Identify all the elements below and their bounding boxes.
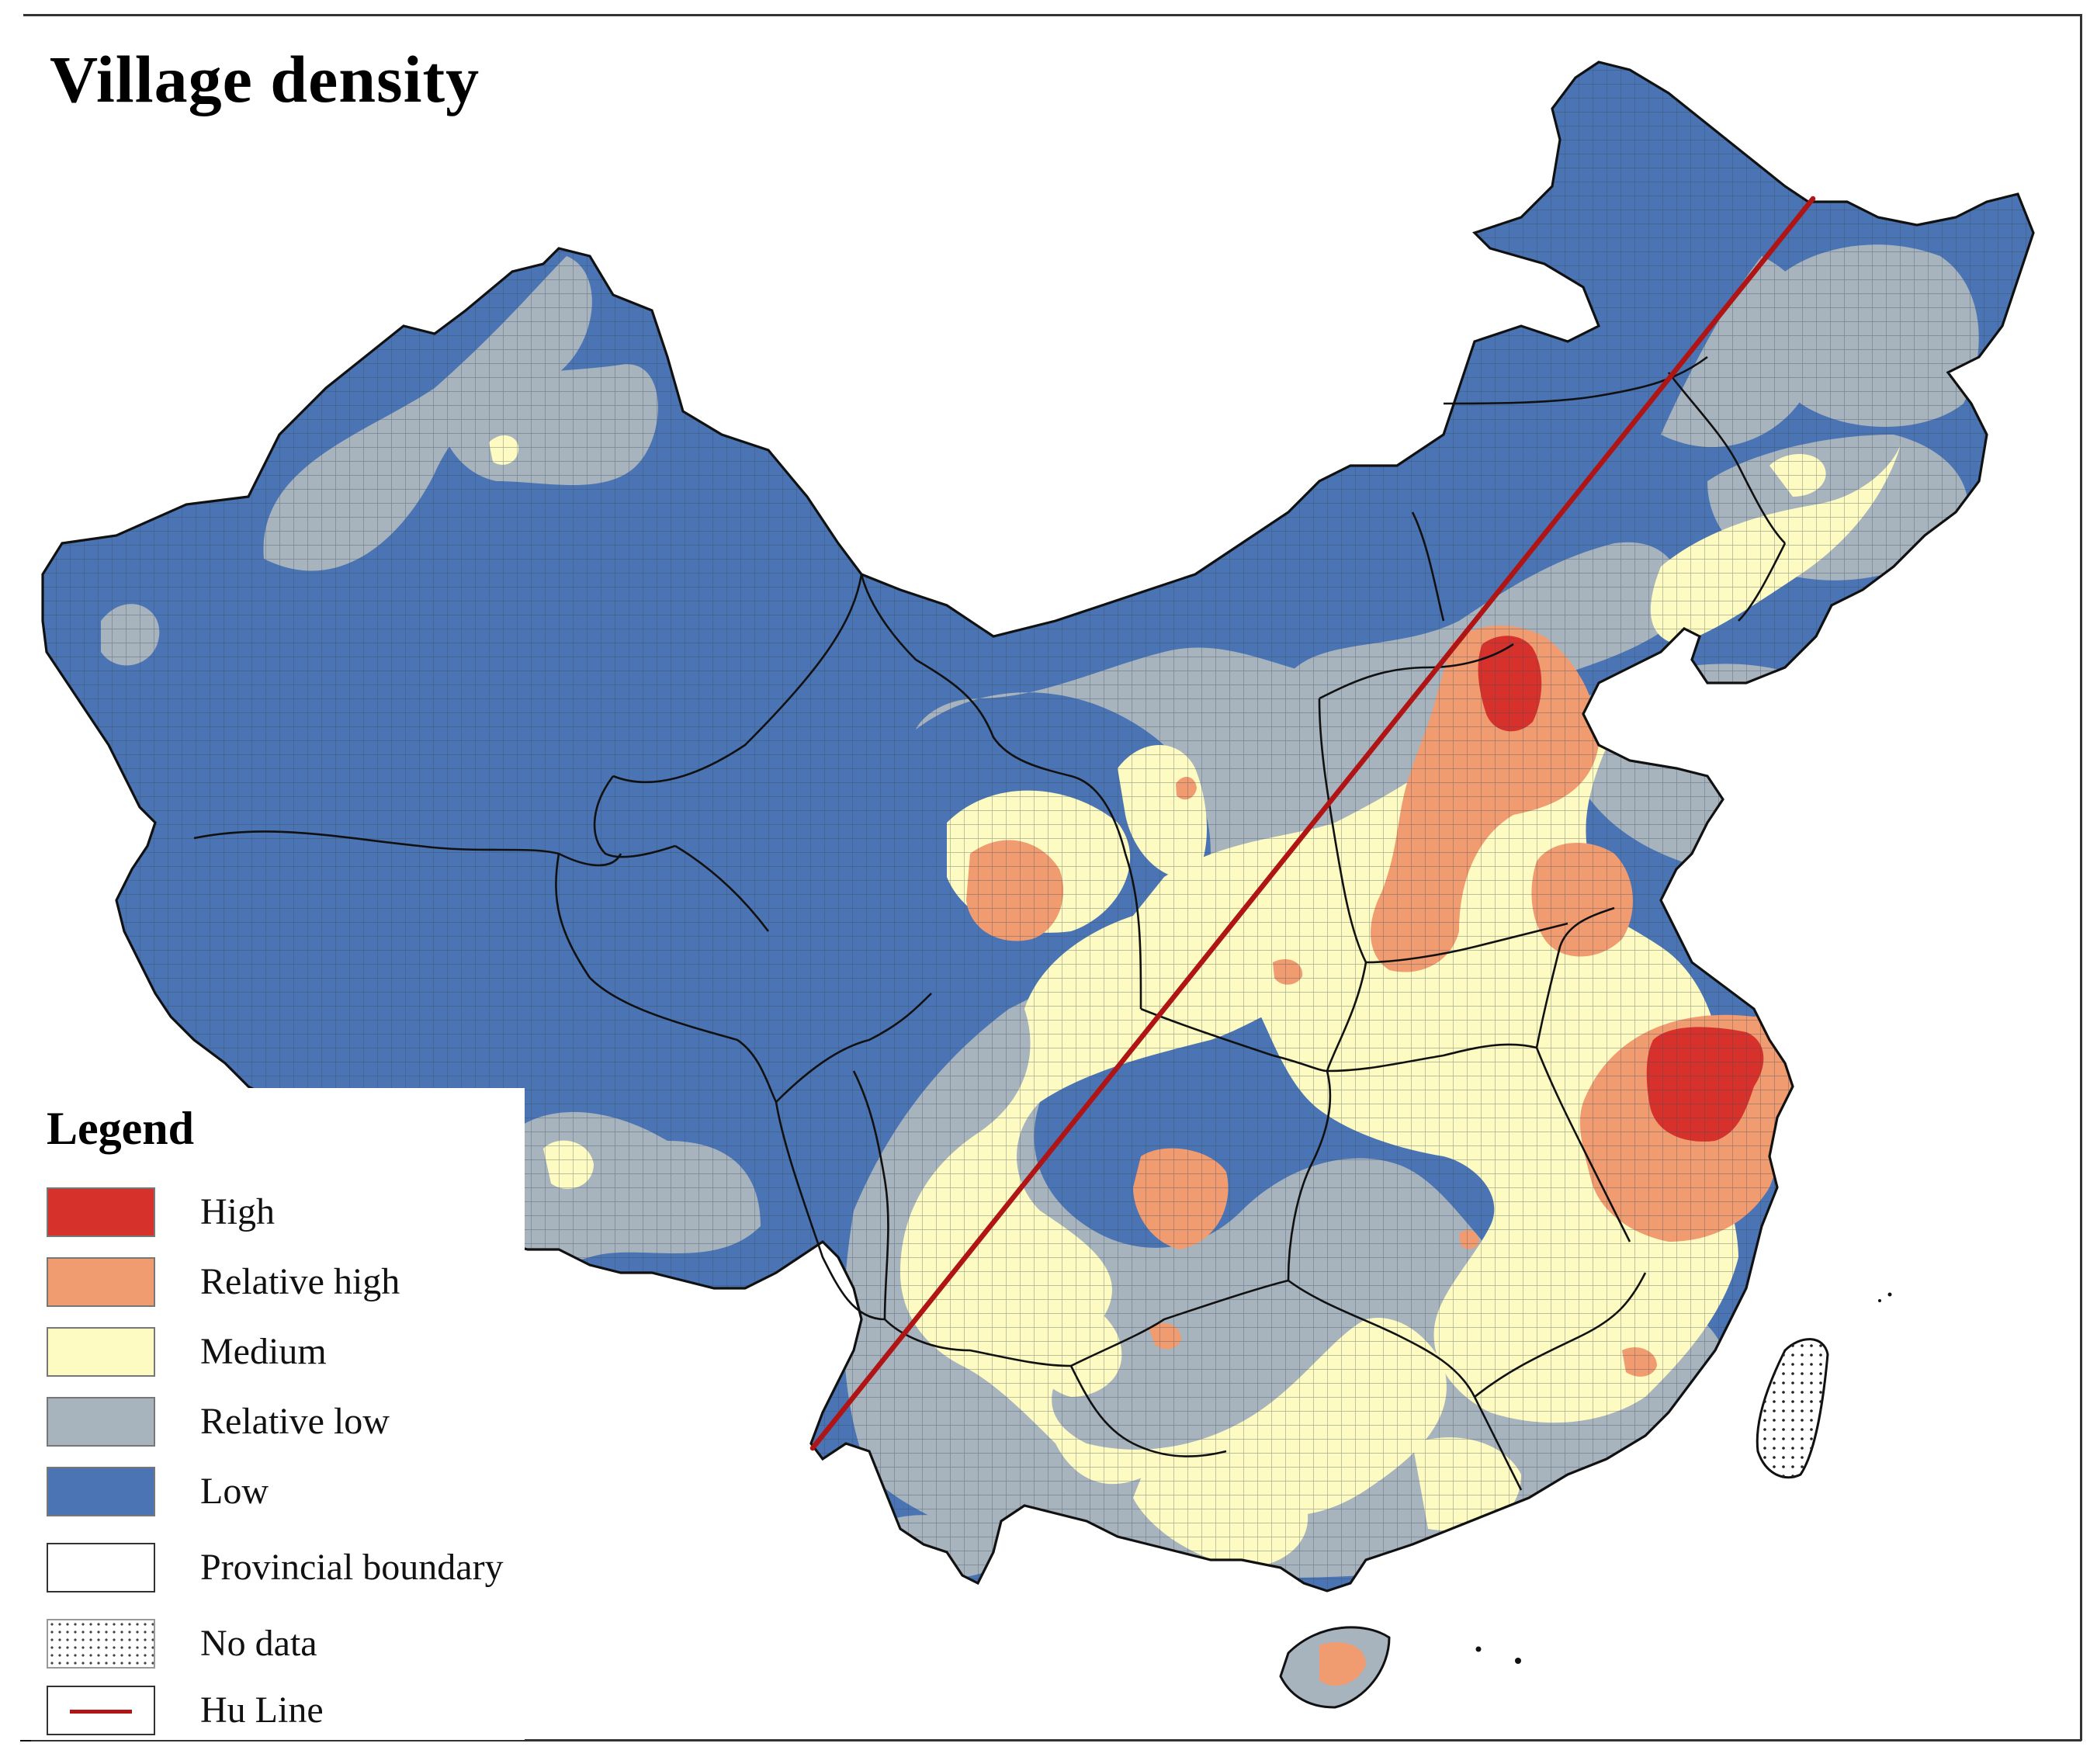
- legend-swatch-no-data: [47, 1619, 155, 1669]
- provincial-boundaries: [193, 355, 1787, 1491]
- legend-label-low: Low: [200, 1471, 269, 1512]
- legend-item-provincial-boundary: Provincial boundary: [47, 1543, 528, 1600]
- legend-swatch-medium: [47, 1327, 155, 1377]
- legend-item-low: Low: [47, 1467, 528, 1524]
- legend-label-high: High: [200, 1191, 275, 1232]
- legend-label-relative-low: Relative low: [200, 1401, 390, 1442]
- legend-item-hu-line: Hu Line: [47, 1686, 528, 1743]
- legend-swatch-relative-low: [47, 1397, 155, 1447]
- hainan-high: [1319, 1642, 1366, 1686]
- legend-swatch-provincial-boundary: [47, 1543, 155, 1592]
- legend-panel: Legend High Relative high Medium Relativ…: [20, 1088, 525, 1740]
- legend-item-no-data: No data: [47, 1619, 528, 1676]
- legend-swatch-hu-line: [47, 1686, 155, 1735]
- map-bottom-border: [20, 1739, 2081, 1741]
- hu-line: [809, 196, 1816, 1451]
- map-corner-tick: [20, 1739, 31, 1741]
- legend-label-medium: Medium: [200, 1331, 327, 1372]
- legend-label-provincial-boundary: Provincial boundary: [200, 1547, 504, 1588]
- south-sea-islands: [1475, 1292, 1892, 1664]
- hu-line-legend-symbol: [70, 1710, 132, 1714]
- legend-item-relative-low: Relative low: [47, 1397, 528, 1454]
- legend-item-medium: Medium: [47, 1327, 528, 1385]
- country-outline: [41, 61, 2035, 1592]
- taiwan-dots: [1757, 1339, 1828, 1478]
- legend-title: Legend: [47, 1103, 195, 1154]
- legend-label-no-data: No data: [200, 1623, 317, 1664]
- legend-swatch-low: [47, 1467, 155, 1516]
- legend-swatch-high: [47, 1187, 155, 1237]
- map-title: Village density: [50, 42, 480, 116]
- legend-label-hu-line: Hu Line: [200, 1689, 324, 1731]
- legend-item-high: High: [47, 1187, 528, 1245]
- map-frame: [23, 14, 2082, 1741]
- legend-swatch-relative-high: [47, 1257, 155, 1307]
- legend-item-relative-high: Relative high: [47, 1257, 528, 1315]
- legend-label-relative-high: Relative high: [200, 1261, 400, 1302]
